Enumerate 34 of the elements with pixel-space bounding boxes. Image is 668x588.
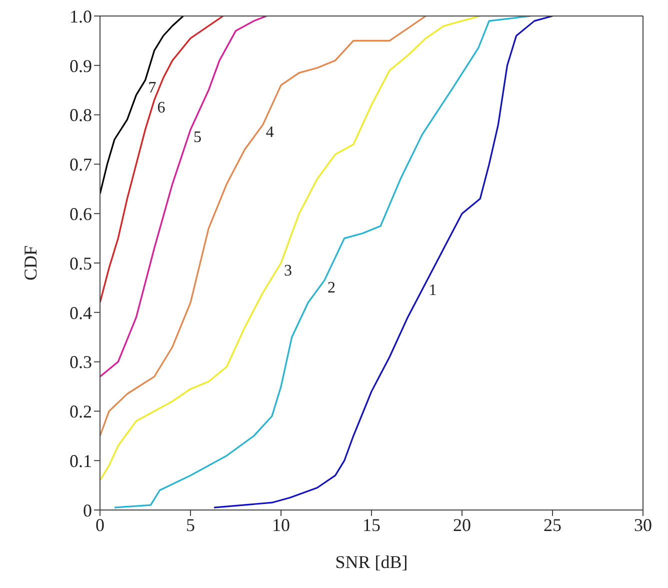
y-tick-label: 0.3 (70, 352, 92, 372)
series-label: 3 (284, 262, 292, 280)
y-tick-label: 0.2 (70, 402, 92, 422)
x-axis-title: SNR [dB] (335, 552, 408, 572)
y-tick-label: 0.4 (70, 302, 92, 323)
x-tick-label: 15 (362, 514, 380, 535)
x-tick-label: 10 (272, 514, 290, 535)
y-axis-title: CDF (20, 245, 40, 281)
line-series (100, 16, 184, 195)
x-tick-label: 0 (96, 514, 104, 535)
y-tick-label: 1.0 (70, 6, 92, 26)
y-tick-label: 0.8 (70, 105, 92, 126)
series-label: 1 (428, 282, 437, 300)
series-label: 4 (266, 124, 274, 142)
line-series (100, 16, 268, 378)
y-tick-label: 0.7 (70, 154, 92, 175)
x-tick-label: 30 (634, 514, 652, 535)
y-tick-label: 0 (83, 500, 92, 520)
line-series (100, 16, 481, 482)
x-tick-label: 20 (453, 514, 471, 535)
line-series (114, 16, 532, 508)
series-label: 6 (157, 99, 166, 116)
series-label: 5 (194, 129, 202, 146)
y-tick-label: 0.5 (70, 253, 92, 274)
y-tick-label: 0.6 (70, 204, 92, 224)
y-tick-label: 0.1 (70, 450, 92, 471)
y-tick-label: 0.9 (70, 56, 92, 76)
x-tick-label: 5 (186, 514, 195, 535)
line-series (213, 16, 554, 508)
line-series (100, 16, 224, 304)
series-label: 2 (327, 280, 336, 297)
line-series (100, 16, 427, 437)
series-label: 7 (148, 80, 156, 97)
x-tick-label: 25 (544, 514, 562, 535)
